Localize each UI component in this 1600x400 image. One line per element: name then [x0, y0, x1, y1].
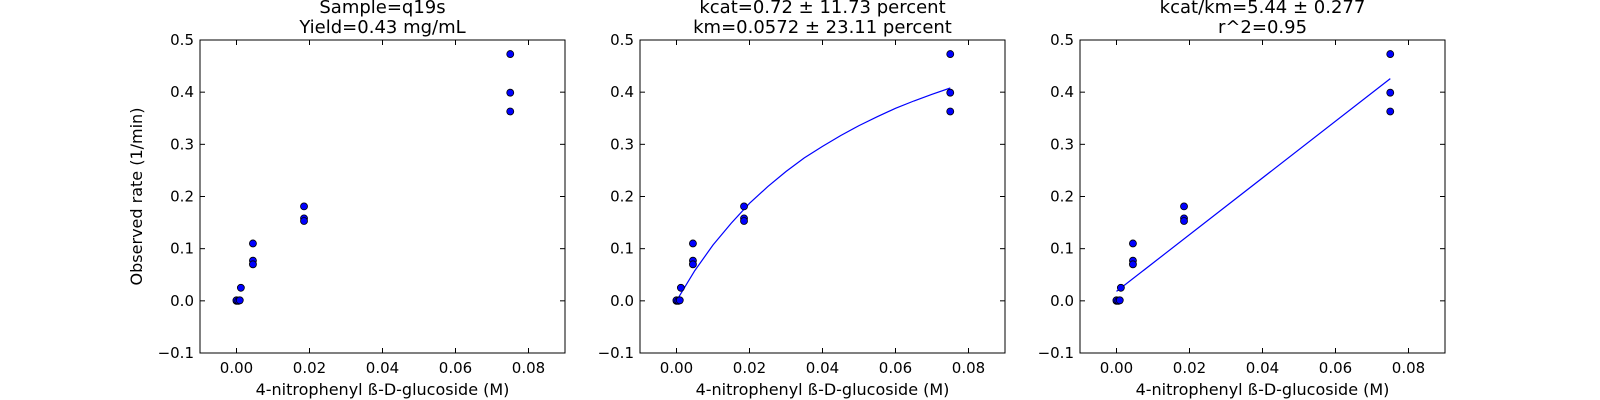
data-point: [249, 239, 257, 248]
x-tick-label: 0.02: [293, 359, 326, 377]
x-tick-label: 0.02: [733, 359, 766, 377]
data-point: [675, 296, 684, 305]
y-tick-label: 0.1: [610, 240, 634, 258]
x-tick-label: 0.08: [952, 359, 985, 377]
y-tick-label: 0.3: [170, 135, 194, 153]
y-tick-label: 0.0: [170, 292, 194, 310]
x-tick-label: 0.00: [220, 359, 253, 377]
data-point: [506, 107, 515, 116]
data-point: [235, 296, 244, 305]
y-tick-label: 0.5: [1050, 31, 1074, 49]
x-axis-label: 4-nitrophenyl ß-D-glucoside (M): [696, 380, 950, 399]
y-tick-label: 0.2: [1050, 188, 1074, 206]
y-tick-label: 0.5: [610, 31, 634, 49]
chart-title-line-2: r^2=0.95: [1218, 17, 1307, 38]
x-axis-label: 4-nitrophenyl ß-D-glucoside (M): [1136, 380, 1390, 399]
x-axis-label: 4-nitrophenyl ß-D-glucoside (M): [256, 380, 510, 399]
y-tick-label: 0.1: [170, 240, 194, 258]
x-tick-label: 0.06: [1319, 359, 1352, 377]
tick-marks: [1080, 39, 1445, 354]
plot-frame: [199, 39, 566, 354]
data-point: [506, 50, 515, 58]
y-tick-label: 0.2: [170, 188, 194, 206]
y-tick-label: 0.0: [610, 292, 634, 310]
x-tick-label: 0.02: [1173, 359, 1206, 377]
data-point: [506, 88, 515, 97]
x-tick-label: 0.08: [512, 359, 545, 377]
x-tick-label: 0.06: [879, 359, 912, 377]
plot-frame: [1079, 39, 1446, 354]
y-tick-label: 0.4: [610, 83, 634, 101]
data-point: [1180, 217, 1188, 225]
chart-title-line-2: Yield=0.43 mg/mL: [298, 17, 465, 38]
data-point: [1386, 50, 1395, 58]
data-point: [1386, 107, 1395, 116]
x-tick-label: 0.00: [1100, 359, 1133, 377]
y-tick-label: 0.4: [1050, 83, 1074, 101]
y-tick-label: 0.3: [1050, 135, 1074, 153]
chart-title-line-1: kcat/km=5.44 ± 0.277: [1160, 0, 1366, 18]
chart-title-line-1: kcat=0.72 ± 11.73 percent: [699, 0, 945, 18]
x-tick-label: 0.04: [1246, 359, 1279, 377]
data-point: [236, 283, 245, 292]
panel-michaelis-menten-fit: 0.00 0.02 0.04 0.06 0.08 −0.1 0.0 0.1 0.2 0.3 0.4 0…: [598, 0, 1006, 399]
data-point: [249, 260, 257, 269]
data-point: [946, 88, 955, 97]
y-tick-label: −0.1: [158, 344, 194, 362]
y-tick-label: 0.5: [170, 31, 194, 49]
data-point: [300, 202, 308, 211]
data-point: [1116, 283, 1125, 292]
data-point: [1115, 296, 1124, 305]
fit-line: [1116, 78, 1391, 292]
y-tick-label: −0.1: [598, 344, 634, 362]
data-point: [689, 239, 697, 248]
data-point: [689, 260, 697, 269]
y-tick-label: 0.3: [610, 135, 634, 153]
panel-substrate-scatter: 0.00 0.02 0.04 0.06 0.08 −0.1 0.0 0.1 0.2 0.3 0.4 0…: [127, 0, 566, 399]
data-point: [1386, 88, 1395, 97]
y-tick-label: 0.2: [610, 188, 634, 206]
y-axis-label: Observed rate (1/min): [127, 108, 146, 286]
x-tick-label: 0.06: [439, 359, 472, 377]
data-point: [946, 107, 955, 116]
data-point: [946, 50, 955, 58]
data-point: [676, 283, 685, 292]
tick-marks: [640, 39, 1005, 354]
data-point: [1180, 202, 1188, 211]
x-tick-label: 0.04: [806, 359, 839, 377]
data-point: [740, 202, 748, 211]
chart-title-line-2: km=0.0572 ± 23.11 percent: [693, 17, 952, 38]
x-tick-label: 0.08: [1392, 359, 1425, 377]
tick-marks: [200, 39, 565, 354]
y-tick-label: 0.1: [1050, 240, 1074, 258]
data-point: [1129, 260, 1137, 269]
fit-line: [675, 87, 951, 302]
y-tick-label: 0.4: [170, 83, 194, 101]
panel-linear-fit: 0.00 0.02 0.04 0.06 0.08 −0.1 0.0 0.1 0.2 0.3 0.4 0…: [1038, 0, 1446, 399]
x-tick-label: 0.00: [660, 359, 693, 377]
x-tick-label: 0.04: [366, 359, 399, 377]
chart-title-line-1: Sample=q19s: [319, 0, 445, 18]
data-point: [300, 217, 308, 225]
plot-frame: [639, 39, 1006, 354]
data-point: [740, 217, 748, 225]
data-point: [1129, 239, 1137, 248]
y-tick-label: −0.1: [1038, 344, 1074, 362]
y-tick-label: 0.0: [1050, 292, 1074, 310]
